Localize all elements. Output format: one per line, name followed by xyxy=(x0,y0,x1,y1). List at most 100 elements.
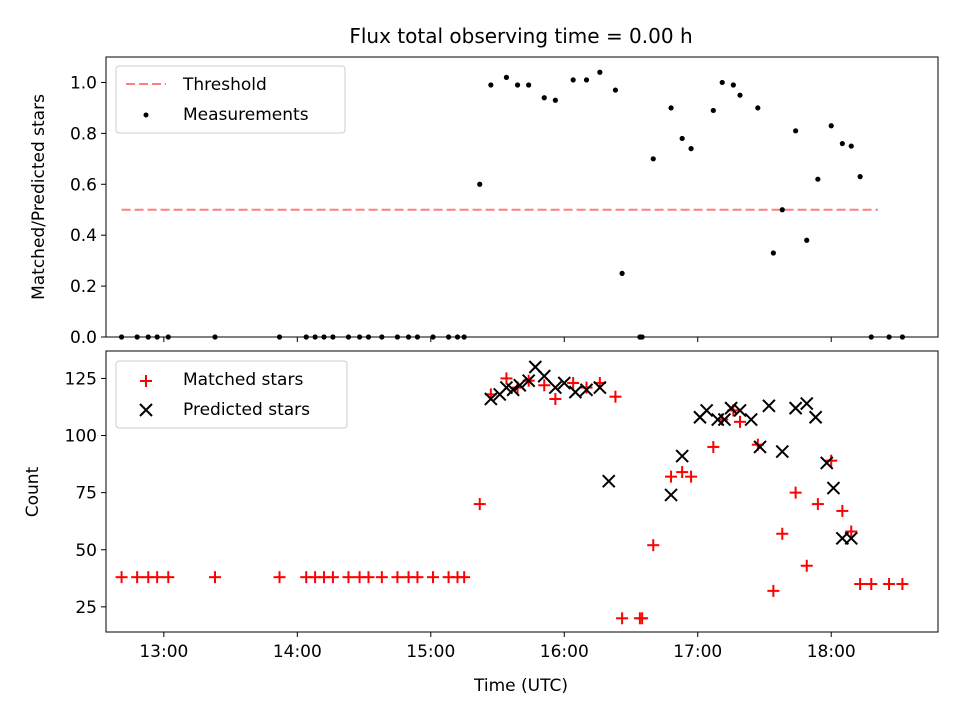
predicted-star-point xyxy=(717,412,732,427)
top-legend-box xyxy=(115,65,346,134)
predicted-star-point xyxy=(775,444,789,459)
measurement-point xyxy=(552,97,558,103)
y-tick-label: 1.0 xyxy=(70,73,97,93)
matched-star-point xyxy=(883,578,896,591)
y-tick-label: 0.8 xyxy=(70,124,97,144)
matched-star-point xyxy=(825,454,838,467)
measurement-point xyxy=(719,79,725,86)
predicted-star-point xyxy=(548,380,563,395)
predicted-star-point xyxy=(744,412,758,427)
x-tick-label: 14:00 xyxy=(273,642,322,662)
matched-star-point xyxy=(162,571,175,584)
measurement-point xyxy=(488,82,494,88)
top-y-ticks: 0.0 0.2 0.4 0.6 0.8 1.0 xyxy=(70,73,106,348)
matched-star-point xyxy=(845,525,858,538)
top-x-ticks xyxy=(163,337,832,342)
predicted-star-point xyxy=(506,383,520,397)
matched-star-point xyxy=(362,571,375,584)
x-tick-label: 15:00 xyxy=(406,642,455,662)
predicted-star-point xyxy=(521,373,536,388)
y-tick-label: 50 xyxy=(75,541,97,561)
predicted-star-point xyxy=(593,380,607,395)
measurement-point xyxy=(737,92,743,98)
matched-legend-label: Matched stars xyxy=(183,370,303,390)
matched-star-point xyxy=(580,381,593,394)
matched-legend-swatch xyxy=(140,375,152,387)
predicted-star-point xyxy=(733,403,747,418)
threshold-legend-label: Threshold xyxy=(182,75,267,95)
matched-star-point xyxy=(549,392,562,405)
bottom-y-ticks: 25 50 75 100 125 xyxy=(65,369,106,618)
x-axis-label: Time (UTC) xyxy=(473,676,568,696)
matched-star-point xyxy=(458,571,471,584)
predicted-star-point xyxy=(808,410,823,424)
matched-star-point xyxy=(342,571,355,584)
measurement-point xyxy=(730,82,736,88)
measurement-point xyxy=(514,82,521,88)
matched-star-point xyxy=(685,470,698,483)
matched-star-point xyxy=(115,571,128,584)
x-tick-label: 17:00 xyxy=(673,642,722,662)
x-tick-label: 18:00 xyxy=(807,642,856,662)
measurement-point xyxy=(477,181,483,187)
predicted-star-point xyxy=(800,396,814,411)
measurement-point xyxy=(668,105,674,111)
y-tick-label: 25 xyxy=(75,598,97,618)
predicted-star-point xyxy=(602,474,616,488)
measurement-point xyxy=(755,105,761,111)
bottom-legend-box xyxy=(115,360,348,429)
matched-star-point xyxy=(896,578,909,591)
matched-star-point xyxy=(616,612,629,625)
predicted-star-point xyxy=(762,399,776,413)
measurement-point xyxy=(815,176,821,182)
measurement-point xyxy=(503,74,510,80)
x-tick-label: 13:00 xyxy=(139,642,188,662)
predicted-star-point xyxy=(579,383,594,397)
predicted-star-point xyxy=(557,376,571,390)
matched-star-point xyxy=(776,527,789,540)
measurement-point xyxy=(839,140,845,147)
matched-star-point xyxy=(567,376,580,389)
measurement-point xyxy=(770,250,776,256)
predicted-stars-points xyxy=(484,360,858,546)
chart-title: Flux total observing time = 0.00 h xyxy=(349,24,692,48)
measurement-point xyxy=(779,207,785,213)
predicted-star-point xyxy=(699,403,714,418)
measurement-point xyxy=(793,128,799,134)
predicted-star-point xyxy=(724,401,738,415)
matched-star-point xyxy=(676,466,689,479)
predicted-star-point xyxy=(788,401,803,415)
predicted-star-point xyxy=(753,440,767,454)
matched-star-point xyxy=(811,498,824,511)
matched-star-point xyxy=(151,571,164,584)
matched-star-point xyxy=(473,498,486,511)
matched-star-point xyxy=(707,440,720,453)
measurements-legend-swatch xyxy=(143,112,149,118)
predicted-star-point xyxy=(513,378,527,392)
top-y-axis-label: Matched/Predicted stars xyxy=(29,94,49,300)
matched-star-point xyxy=(375,571,388,584)
measurement-point xyxy=(619,270,625,276)
matched-star-point xyxy=(538,379,551,392)
predicted-star-point xyxy=(568,385,583,399)
matched-star-point xyxy=(636,612,649,625)
measurement-point xyxy=(679,135,685,142)
x-tick-label: 16:00 xyxy=(540,642,589,662)
predicted-star-point xyxy=(537,369,551,383)
measurement-point xyxy=(848,143,854,149)
matched-star-point xyxy=(854,578,867,591)
matched-star-point xyxy=(500,372,513,385)
y-tick-label: 0.4 xyxy=(70,226,97,246)
measurement-point xyxy=(570,77,576,83)
measurement-point xyxy=(828,123,834,129)
matched-star-point xyxy=(865,578,878,591)
y-tick-label: 125 xyxy=(65,369,97,389)
predicted-legend-label: Predicted stars xyxy=(183,400,310,420)
matched-star-point xyxy=(734,415,747,428)
matched-star-point xyxy=(411,571,424,584)
y-tick-label: 0.6 xyxy=(70,175,97,195)
matched-star-point xyxy=(131,571,144,584)
measurement-point xyxy=(650,156,656,162)
